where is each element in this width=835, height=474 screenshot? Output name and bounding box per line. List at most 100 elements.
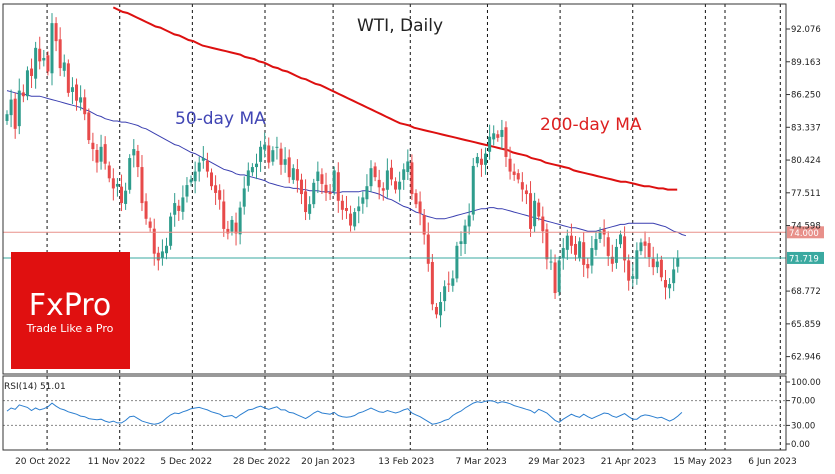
candle-bearish bbox=[410, 162, 414, 195]
grid-lines bbox=[46, 4, 781, 450]
candle-bearish bbox=[586, 264, 590, 269]
candle-bearish bbox=[659, 259, 663, 278]
candle-bearish bbox=[349, 213, 353, 226]
candle-bearish bbox=[148, 221, 152, 228]
candle-bearish bbox=[267, 145, 271, 163]
candle-bearish bbox=[422, 214, 426, 235]
candle-bullish bbox=[459, 241, 463, 244]
candle-bearish bbox=[569, 235, 573, 246]
candle-bullish bbox=[165, 245, 169, 254]
y-tick-label: 83.337 bbox=[791, 123, 821, 133]
x-tick-label: 21 Apr 2023 bbox=[601, 457, 657, 467]
candle-bullish bbox=[197, 162, 201, 172]
candle-bullish bbox=[271, 150, 275, 162]
x-tick-label: 15 May 2023 bbox=[673, 457, 732, 467]
candle-bearish bbox=[83, 97, 87, 115]
candle-bearish bbox=[205, 160, 209, 172]
candle-bearish bbox=[140, 167, 144, 204]
candle-bullish bbox=[385, 170, 389, 190]
logo-background bbox=[11, 252, 130, 369]
level-price-label: 74.000 bbox=[789, 229, 819, 239]
candle-bullish bbox=[590, 248, 594, 266]
candle-bullish bbox=[124, 190, 128, 204]
candle-bearish bbox=[508, 158, 512, 172]
candle-bearish bbox=[377, 179, 381, 188]
candle-bullish bbox=[70, 87, 74, 92]
candle-bearish bbox=[54, 23, 58, 42]
candle-bearish bbox=[389, 167, 393, 180]
candle-bearish bbox=[177, 205, 181, 211]
candle-bearish bbox=[647, 243, 651, 258]
x-tick-label: 5 Dec 2022 bbox=[160, 457, 212, 467]
x-tick-label: 11 Nov 2022 bbox=[88, 457, 146, 467]
candle-bearish bbox=[426, 234, 430, 264]
candle-bearish bbox=[496, 134, 500, 138]
candle-bearish bbox=[13, 98, 17, 129]
candle-bearish bbox=[144, 201, 148, 219]
candle-bullish bbox=[263, 144, 267, 150]
horizontal-levels: 74.000 71.719 bbox=[3, 226, 824, 264]
candle-bearish bbox=[430, 261, 434, 305]
candle-bearish bbox=[447, 283, 451, 285]
candle-bullish bbox=[369, 168, 373, 187]
candle-bearish bbox=[226, 228, 230, 234]
rsi-line bbox=[6, 400, 683, 425]
x-tick-label: 20 Oct 2022 bbox=[15, 457, 71, 467]
candle-bearish bbox=[610, 256, 614, 264]
x-tick-label: 29 Mar 2023 bbox=[528, 457, 585, 467]
candle-bearish bbox=[504, 127, 508, 157]
chart-title: WTI, Daily bbox=[357, 16, 443, 36]
candle-bullish bbox=[308, 204, 312, 214]
candle-bearish bbox=[95, 149, 99, 163]
candlestick-series bbox=[5, 13, 680, 328]
candle-bearish bbox=[30, 68, 34, 76]
ma200-path bbox=[112, 6, 678, 191]
y-tick-label: 65.859 bbox=[791, 320, 821, 330]
candle-bullish bbox=[173, 203, 177, 215]
candle-bearish bbox=[152, 228, 156, 254]
candle-bullish bbox=[500, 129, 504, 137]
candle-bullish bbox=[463, 225, 467, 244]
ma50-line bbox=[6, 90, 687, 237]
candle-bearish bbox=[524, 190, 528, 195]
candle-bearish bbox=[545, 229, 549, 260]
price-panel-border bbox=[2, 3, 787, 375]
candle-bearish bbox=[627, 260, 631, 281]
candle-bullish bbox=[275, 146, 279, 148]
candle-bullish bbox=[115, 183, 119, 187]
candle-bearish bbox=[234, 222, 238, 234]
y-tick-label: 62.946 bbox=[791, 353, 821, 363]
candle-bearish bbox=[279, 148, 283, 165]
ma200-label: 200-day MA bbox=[540, 115, 642, 135]
candle-bullish bbox=[283, 159, 287, 165]
candle-bearish bbox=[434, 306, 438, 315]
candle-bearish bbox=[516, 173, 520, 180]
candle-bearish bbox=[529, 193, 533, 229]
candle-bullish bbox=[291, 168, 295, 180]
candle-bearish bbox=[91, 142, 95, 150]
candle-bearish bbox=[287, 157, 291, 178]
candle-bullish bbox=[439, 302, 443, 316]
ma50-label: 50-day MA bbox=[175, 109, 266, 129]
candle-bullish bbox=[676, 258, 680, 267]
candle-bullish bbox=[193, 171, 197, 182]
candle-bullish bbox=[128, 158, 132, 190]
candle-bullish bbox=[17, 90, 21, 127]
candle-bearish bbox=[21, 92, 25, 97]
candle-bearish bbox=[214, 185, 218, 193]
candle-bullish bbox=[242, 188, 246, 207]
rsi-tick-label: 100.00 bbox=[791, 378, 821, 388]
candle-bullish bbox=[99, 146, 103, 162]
candle-bullish bbox=[655, 261, 659, 268]
candle-bullish bbox=[246, 170, 250, 186]
candle-bullish bbox=[598, 231, 602, 240]
candle-bullish bbox=[594, 239, 598, 250]
candle-bullish bbox=[332, 170, 336, 192]
y-tick-label: 89.163 bbox=[791, 58, 821, 68]
candle-bearish bbox=[295, 169, 299, 181]
candle-bullish bbox=[254, 163, 258, 168]
candle-bullish bbox=[169, 216, 173, 246]
y-tick-label: 86.250 bbox=[791, 91, 821, 101]
rsi-tick-label: 30.00 bbox=[791, 421, 815, 431]
candle-bearish bbox=[136, 150, 140, 168]
